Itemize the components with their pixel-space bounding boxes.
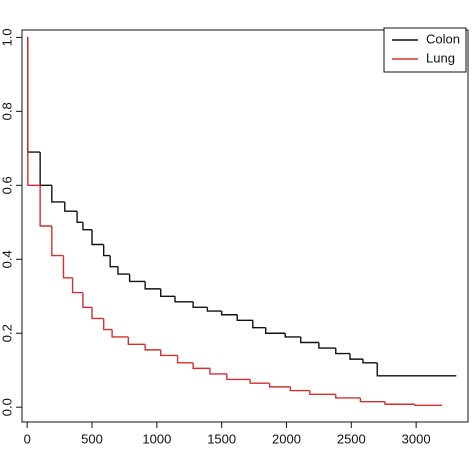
step-segment bbox=[384, 401, 415, 405]
step-segment bbox=[109, 255, 118, 268]
step-segment bbox=[176, 355, 194, 364]
step-segment bbox=[206, 307, 222, 312]
y-tick-label: 1.0 bbox=[0, 28, 14, 46]
x-tick-label: 1500 bbox=[207, 431, 236, 446]
legend-label: Lung bbox=[426, 50, 455, 65]
step-segment bbox=[236, 314, 253, 322]
step-segment bbox=[209, 368, 227, 375]
legend: Colon Lung bbox=[383, 27, 467, 73]
step-segment bbox=[127, 336, 146, 346]
step-segment bbox=[51, 185, 65, 203]
step-segment bbox=[265, 327, 286, 334]
step-segment bbox=[62, 255, 73, 279]
y-tick-label: 0.8 bbox=[0, 102, 14, 120]
x-tick-label: 2500 bbox=[337, 431, 366, 446]
step-segment bbox=[192, 301, 208, 309]
step-segment bbox=[252, 320, 266, 329]
step-segment bbox=[335, 394, 361, 399]
legend-label: Colon bbox=[426, 31, 460, 46]
step-segment bbox=[144, 344, 161, 351]
step-segment bbox=[102, 244, 111, 257]
step-segment bbox=[144, 281, 161, 290]
step-segment bbox=[335, 348, 351, 355]
plot-frame bbox=[21, 29, 469, 423]
step-segment bbox=[376, 362, 457, 377]
step-segment bbox=[64, 201, 78, 212]
step-segment bbox=[192, 362, 210, 370]
step-segment bbox=[300, 336, 319, 344]
step-segment bbox=[27, 37, 41, 187]
x-tick-label: 1000 bbox=[142, 431, 171, 446]
step-segment bbox=[284, 333, 301, 338]
step-segment bbox=[102, 318, 113, 331]
step-segment bbox=[362, 359, 378, 364]
step-segment bbox=[268, 383, 291, 388]
step-segment bbox=[27, 37, 41, 153]
step-segment bbox=[117, 266, 130, 275]
y-tick-label: 0.2 bbox=[0, 324, 14, 342]
step-segment bbox=[82, 292, 93, 309]
y-tick-label: 0.6 bbox=[0, 176, 14, 194]
step-segment bbox=[174, 296, 194, 303]
y-tick-label: 0.0 bbox=[0, 398, 14, 416]
step-segment bbox=[220, 311, 238, 316]
step-segment bbox=[128, 274, 146, 283]
step-segment bbox=[160, 349, 178, 357]
step-segment bbox=[91, 229, 104, 246]
step-segment bbox=[349, 353, 363, 360]
step-segment bbox=[82, 222, 93, 231]
step-segment bbox=[76, 211, 83, 224]
step-segment bbox=[39, 185, 52, 227]
y-tick-label: 0.4 bbox=[0, 250, 14, 268]
step-segment bbox=[318, 342, 336, 349]
step-segment bbox=[91, 307, 104, 320]
step-segment bbox=[309, 390, 336, 395]
step-segment bbox=[359, 397, 386, 403]
step-segment bbox=[160, 288, 175, 297]
x-tick-label: 500 bbox=[81, 431, 103, 446]
step-segment bbox=[51, 226, 64, 257]
x-tick-label: 2000 bbox=[272, 431, 301, 446]
step-segment bbox=[249, 379, 270, 384]
step-segment bbox=[71, 277, 83, 294]
step-segment bbox=[39, 152, 52, 187]
step-segment bbox=[111, 329, 129, 338]
step-segment bbox=[289, 386, 310, 392]
legend-box bbox=[383, 27, 467, 73]
x-tick-label: 3000 bbox=[402, 431, 431, 446]
step-segment bbox=[226, 373, 251, 381]
step-segment bbox=[414, 404, 443, 407]
x-tick-label: 0 bbox=[24, 431, 31, 446]
